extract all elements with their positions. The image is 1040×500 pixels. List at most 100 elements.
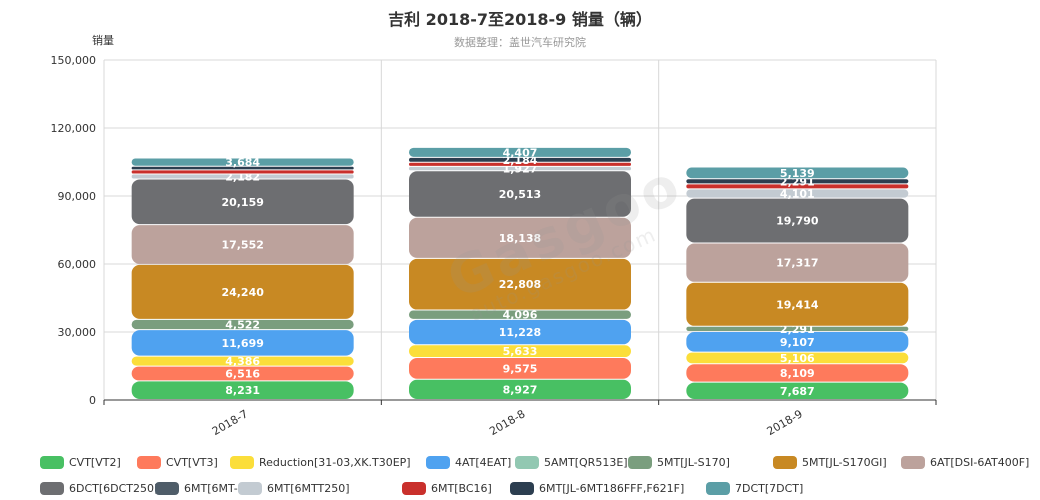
data-label: 6,516 (225, 367, 260, 380)
bar-segment (131, 264, 354, 319)
data-label: 2,291 (780, 323, 815, 336)
bar-segment (131, 356, 354, 366)
legend-label: 6MT[6MT-2] (184, 481, 249, 495)
bar-segment (686, 352, 909, 364)
bar-segment (686, 326, 909, 331)
bar-segment (409, 358, 631, 379)
bar-segment (409, 162, 631, 166)
legend-item[interactable]: 6MT[JL-6MT186FFF,F621F] (510, 480, 684, 496)
bar-segment (409, 345, 631, 358)
bar-segment (686, 167, 909, 179)
bar-segment (686, 179, 909, 184)
legend-item[interactable]: 6MT[6MT-2] (155, 480, 249, 496)
bar-segment (131, 330, 354, 356)
legend-item[interactable]: 5MT[JL-S170GI] (773, 454, 887, 470)
legend-item[interactable]: Reduction[31-03,XK.T30EP] (230, 454, 411, 470)
legend-label: 7DCT[7DCT] (735, 481, 804, 495)
data-label: 5,139 (780, 167, 815, 180)
legend-swatch (137, 455, 161, 469)
bar-segment (409, 217, 631, 258)
legend-item[interactable]: 4AT[4EAT] (426, 454, 511, 470)
bar-segment (131, 319, 354, 330)
x-tick-label: 2018-9 (765, 407, 805, 438)
chart-subtitle: 数据整理：盖世汽车研究院 (454, 36, 586, 49)
bar-segment (131, 174, 354, 179)
data-label: 11,699 (221, 337, 263, 350)
bar-segment (409, 310, 631, 319)
x-tick-label: 2018-7 (210, 407, 250, 438)
legend-swatch (155, 481, 179, 495)
legend-label: Reduction[31-03,XK.T30EP] (259, 455, 411, 469)
legend-swatch (628, 455, 652, 469)
y-tick-label: 120,000 (51, 122, 97, 135)
bar-segment (686, 382, 909, 399)
legend-swatch (230, 455, 254, 469)
legend-swatch (40, 481, 64, 495)
data-label: 17,317 (776, 257, 818, 270)
x-tick-label: 2018-8 (487, 407, 527, 438)
legend-label: 5MT[JL-S170] (657, 455, 730, 469)
data-label: 8,927 (503, 383, 538, 396)
legend-item[interactable]: 6MT[BC16] (402, 480, 492, 496)
legend-item[interactable]: 6MT[6MTT250] (238, 480, 350, 496)
data-label: 2,291 (780, 175, 815, 188)
legend-item[interactable]: CVT[VT3] (137, 454, 218, 470)
y-tick-label: 150,000 (51, 54, 97, 67)
data-label: 4,386 (225, 355, 260, 368)
legend-label: CVT[VT2] (69, 455, 121, 469)
data-label: 8,231 (225, 384, 260, 397)
bar-segment (686, 331, 909, 352)
data-label: 2,182 (225, 170, 260, 183)
data-label: 20,513 (499, 188, 541, 201)
legend-item[interactable]: 6DCT[6DCT250] (40, 480, 158, 496)
bar-segment (686, 184, 909, 189)
chart-title: 吉利 2018-7至2018-9 销量（辆） (388, 10, 652, 29)
bar-segment (131, 170, 354, 174)
bar-segment (409, 319, 631, 345)
legend-item[interactable]: 6AT[DSI-6AT400F] (901, 454, 1029, 470)
data-label: 24,240 (221, 286, 264, 299)
legend-label: 6MT[BC16] (431, 481, 492, 495)
legend-item[interactable]: 7DCT[7DCT] (706, 480, 803, 496)
bar-segment (686, 198, 909, 243)
bar-segment (686, 243, 909, 282)
legend-label: 5AMT[QR513E] (544, 455, 628, 469)
legend-item[interactable]: CVT[VT2] (40, 454, 121, 470)
data-label: 2,184 (503, 154, 538, 167)
data-label: 20,159 (221, 196, 263, 209)
bar-segment (409, 258, 631, 310)
data-label: 19,414 (776, 298, 819, 311)
data-label: 9,107 (780, 336, 815, 349)
legend-swatch (426, 455, 450, 469)
data-label: 9,575 (503, 362, 538, 375)
y-tick-label: 30,000 (58, 326, 97, 339)
y-tick-label: 60,000 (58, 258, 97, 271)
legend-label: 6DCT[6DCT250] (69, 481, 159, 495)
data-label: 4,407 (503, 146, 538, 159)
bar-segment (686, 189, 909, 198)
legend-item[interactable]: 5MT[JL-S170] (628, 454, 730, 470)
data-label: 17,552 (221, 239, 263, 252)
data-label: 5,106 (780, 352, 815, 365)
data-label: 18,138 (499, 232, 541, 245)
legend-swatch (773, 455, 797, 469)
data-label: 4,101 (780, 188, 815, 201)
legend-item[interactable]: 5AMT[QR513E] (515, 454, 628, 470)
legend-swatch (706, 481, 730, 495)
data-label: 3,684 (225, 156, 260, 169)
data-label: 4,522 (225, 318, 260, 331)
legend-label: CVT[VT3] (166, 455, 218, 469)
data-label: 4,096 (503, 309, 538, 322)
bar-segment (409, 157, 631, 162)
bar-segment (131, 381, 354, 399)
bar-segment (409, 166, 631, 171)
legend-swatch (402, 481, 426, 495)
y-axis-label: 销量 (92, 33, 114, 47)
legend-label: 5MT[JL-S170GI] (802, 455, 887, 469)
bar-segment (131, 166, 354, 170)
bar-segment (686, 364, 909, 382)
bar-segment (131, 158, 354, 166)
y-tick-label: 0 (89, 394, 96, 407)
